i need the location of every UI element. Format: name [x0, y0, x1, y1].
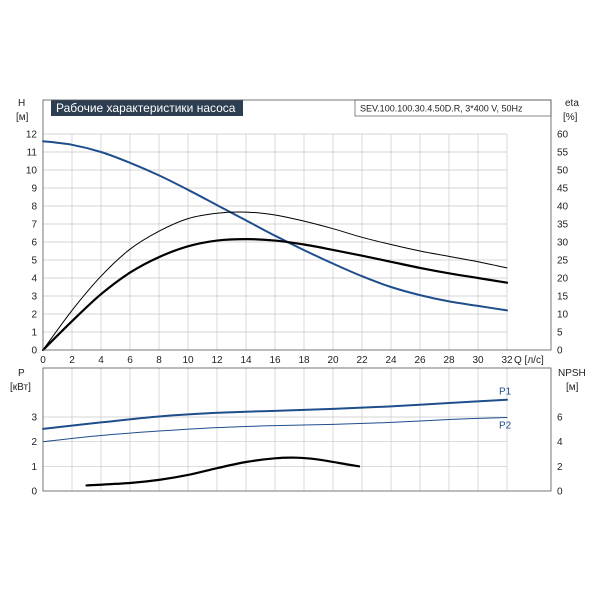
- y-tick-label-power: 0: [31, 487, 37, 498]
- head-curve: [42, 140, 508, 312]
- y-axis-label-head: H: [18, 98, 25, 109]
- top-grid: [43, 133, 508, 350]
- y-tick-label-eta: 35: [557, 220, 569, 231]
- y-tick-label-head: 3: [31, 292, 37, 303]
- x-tick-label: 16: [269, 355, 281, 366]
- y-tick-label-head: 10: [26, 166, 38, 177]
- y-tick-label-head: 11: [27, 148, 38, 159]
- x-tick-label: 4: [98, 355, 104, 366]
- x-tick-label: 28: [443, 355, 455, 366]
- x-tick-label: 10: [182, 355, 194, 366]
- x-tick-label: 0: [40, 355, 46, 366]
- p1-curve: [42, 398, 508, 430]
- y-tick-label-head: 5: [31, 256, 37, 267]
- bottom-series: [42, 398, 508, 487]
- y-axis-unit-npsh: [м]: [566, 382, 579, 393]
- x-tick-label: 24: [385, 355, 397, 366]
- y-tick-labels-eta: 0 5 10 15 20 25 30 35 40 45 50 55 60: [557, 130, 569, 357]
- y-tick-label-eta: 45: [557, 184, 569, 195]
- y-tick-labels-power: 0 1 2 3: [31, 413, 37, 498]
- y-tick-label-npsh: 4: [557, 437, 563, 448]
- x-tick-label: 32: [501, 355, 513, 366]
- y-tick-label-power: 1: [31, 462, 37, 473]
- p1-label: P1: [499, 387, 512, 398]
- p2-curve: [42, 416, 508, 443]
- npsh-curve: [85, 456, 361, 487]
- top-series: [41, 140, 509, 352]
- y-tick-label-head: 1: [31, 328, 37, 339]
- y-tick-label-power: 3: [31, 413, 37, 424]
- y-tick-label-head: 6: [31, 238, 37, 249]
- y-tick-label-head: 2: [31, 310, 37, 321]
- y-tick-label-head: 8: [31, 202, 37, 213]
- y-tick-label-head: 9: [31, 184, 37, 195]
- y-tick-label-head: 4: [31, 274, 37, 285]
- x-axis-label: Q [л/с]: [514, 355, 544, 366]
- y-axis-label-npsh: NPSH: [558, 368, 586, 379]
- y-tick-label-eta: 60: [557, 130, 569, 141]
- y-tick-label-head: 12: [26, 130, 38, 141]
- y-tick-label-eta: 20: [557, 274, 569, 285]
- y-tick-label-eta: 50: [557, 166, 569, 177]
- y-tick-label-head: 7: [31, 220, 37, 231]
- y-tick-label-eta: 0: [557, 346, 563, 357]
- eta-thin-curve: [42, 211, 508, 351]
- y-tick-label-eta: 30: [557, 238, 569, 249]
- series-labels: P1 P2: [499, 387, 512, 432]
- x-tick-label: 22: [356, 355, 368, 366]
- y-tick-label-eta: 10: [557, 310, 569, 321]
- x-tick-label: 8: [156, 355, 162, 366]
- x-tick-label: 6: [127, 355, 133, 366]
- y-tick-label-head: 0: [31, 346, 37, 357]
- y-tick-label-eta: 55: [557, 148, 569, 159]
- y-tick-label-eta: 5: [557, 328, 563, 339]
- y-tick-label-eta: 40: [557, 202, 569, 213]
- x-tick-label: 2: [69, 355, 75, 366]
- p2-label: P2: [499, 420, 512, 431]
- y-axis-label-eta: eta: [565, 98, 579, 109]
- y-tick-label-npsh: 0: [557, 487, 563, 498]
- bottom-plot-frame: [42, 367, 552, 492]
- chart-title: Рабочие характеристики насоса: [56, 101, 236, 115]
- y-tick-label-eta: 15: [557, 292, 569, 303]
- y-axis-label-power: P: [18, 368, 25, 379]
- x-tick-label: 26: [414, 355, 426, 366]
- x-tick-label: 30: [472, 355, 484, 366]
- model-label: SEV.100.100.30.4.50D.R, 3*400 V, 50Hz: [360, 104, 523, 114]
- y-axis-unit-eta: [%]: [563, 112, 578, 123]
- eta-thick-curve: [41, 238, 509, 352]
- x-tick-label: 18: [298, 355, 310, 366]
- y-tick-label-npsh: 2: [557, 462, 563, 473]
- y-tick-labels-npsh: 0 2 4 6: [557, 413, 563, 498]
- y-tick-label-eta: 25: [557, 256, 569, 267]
- y-tick-label-npsh: 6: [557, 413, 563, 424]
- chart-title-bar: [51, 100, 243, 116]
- x-tick-label: 12: [211, 355, 223, 366]
- x-tick-labels: 0 2 4 6 8 10 12 14 16 18 20 22 24 26 28 30 32: [40, 355, 513, 366]
- y-axis-unit-head: [м]: [16, 112, 29, 123]
- head-efficiency-panel: Рабочие характеристики насоса SEV.100.10…: [16, 98, 579, 366]
- power-npsh-panel: P [кВт] NPSH [м] 0 1 2 3 0 2 4 6 P1 P2: [10, 367, 586, 498]
- x-tick-label: 20: [327, 355, 339, 366]
- top-plot-frame: [42, 99, 552, 351]
- y-axis-unit-power: [кВт]: [10, 382, 31, 393]
- x-tick-label: 14: [240, 355, 252, 366]
- bottom-grid: [43, 368, 508, 491]
- y-tick-label-power: 2: [31, 437, 37, 448]
